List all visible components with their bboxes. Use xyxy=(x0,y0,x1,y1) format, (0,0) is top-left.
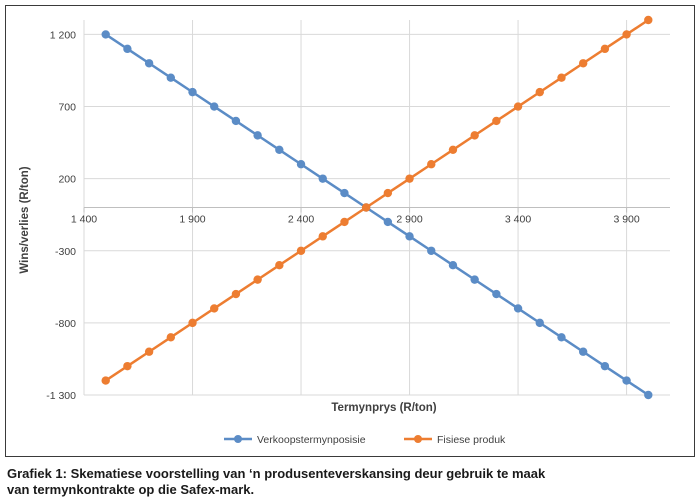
data-point xyxy=(144,347,154,356)
data-point xyxy=(275,145,284,155)
data-point xyxy=(578,59,588,68)
data-point xyxy=(166,73,176,82)
x-tick-label: 1 900 xyxy=(179,214,205,226)
data-point xyxy=(340,217,349,227)
legend-label-series-2: Fisiese produk xyxy=(437,434,506,446)
data-point xyxy=(296,246,306,255)
data-point xyxy=(361,203,371,212)
data-point xyxy=(188,318,197,328)
data-point xyxy=(405,174,414,183)
data-point xyxy=(448,145,458,155)
legend-marker-series-1 xyxy=(234,435,242,443)
legend-item-series-2: Fisiese produk xyxy=(404,434,506,446)
legend-label-series-1: Verkoopstermynposisie xyxy=(257,434,366,446)
data-point xyxy=(622,376,631,385)
data-point xyxy=(427,160,436,169)
data-point xyxy=(253,275,262,284)
data-point xyxy=(644,15,653,25)
data-point xyxy=(210,102,219,111)
data-point xyxy=(470,131,479,140)
legend: Verkoopstermynposisie Fisiese produk xyxy=(224,434,506,446)
x-tick-label: 3 900 xyxy=(613,214,639,226)
legend-marker-series-2 xyxy=(414,435,422,443)
x-tick-label: 2 400 xyxy=(288,214,314,226)
series-1 xyxy=(101,30,653,400)
gridlines xyxy=(83,20,670,396)
x-axis-title: Termynprys (R/ton) xyxy=(331,402,436,414)
data-point xyxy=(383,188,393,198)
data-point xyxy=(470,275,479,284)
series-line xyxy=(105,18,649,382)
data-point xyxy=(622,30,631,39)
line-chart: 1 200 700 200 -300 -800 -1 300 1 400 1 900 2 400… xyxy=(19,15,670,446)
series-2 xyxy=(101,15,653,385)
x-tick-label: 2 900 xyxy=(396,214,422,226)
figure-caption: Grafiek 1: Skematiese voorstelling van ‘… xyxy=(7,466,687,498)
data-point xyxy=(383,217,393,227)
data-point xyxy=(492,116,501,126)
data-point xyxy=(513,304,523,313)
series-line xyxy=(105,33,649,397)
data-point xyxy=(123,44,132,54)
data-point xyxy=(448,260,458,270)
data-point xyxy=(188,87,197,97)
data-point xyxy=(101,30,110,39)
y-tick-label: 200 xyxy=(58,174,76,186)
data-point xyxy=(644,390,653,400)
data-point xyxy=(557,333,566,342)
data-point xyxy=(231,289,241,299)
caption-line-1: Grafiek 1: Skematiese voorstelling van ‘… xyxy=(7,466,546,481)
data-point xyxy=(405,232,414,241)
data-point xyxy=(275,260,284,270)
data-point xyxy=(253,131,262,140)
series-lines xyxy=(101,15,653,400)
y-tick-label: -800 xyxy=(55,318,76,330)
data-point xyxy=(600,361,610,371)
y-tick-label: 700 xyxy=(58,102,76,114)
data-point xyxy=(123,361,132,371)
data-point xyxy=(296,160,306,169)
data-point xyxy=(166,333,176,342)
data-point xyxy=(578,347,588,356)
data-point xyxy=(340,188,349,198)
tick-labels: 1 200 700 200 -300 -800 -1 300 1 400 1 900 2 400… xyxy=(46,29,640,402)
y-tick-label: 1 200 xyxy=(50,29,76,41)
y-tick-label: -300 xyxy=(55,246,76,258)
legend-item-series-1: Verkoopstermynposisie xyxy=(224,434,366,446)
caption-line-2: van termynkontrakte op die Safex-mark. xyxy=(7,482,255,497)
data-point xyxy=(535,87,544,97)
x-tick-label: 3 400 xyxy=(505,214,531,226)
x-tick-label: 1 400 xyxy=(71,214,97,226)
data-point xyxy=(427,246,436,255)
data-point xyxy=(318,174,327,183)
data-point xyxy=(144,59,154,68)
data-point xyxy=(557,73,566,82)
data-point xyxy=(231,116,241,126)
y-axis-title: Wins/verlies (R/ton) xyxy=(19,166,31,273)
axes xyxy=(83,207,670,213)
data-point xyxy=(318,232,327,241)
data-point xyxy=(600,44,610,54)
data-point xyxy=(535,318,544,328)
data-point xyxy=(210,304,219,313)
data-point xyxy=(513,102,523,111)
data-point xyxy=(101,376,110,385)
data-point xyxy=(492,289,501,299)
chart-frame: 1 200 700 200 -300 -800 -1 300 1 400 1 900 2 400… xyxy=(5,5,695,457)
y-tick-label: -1 300 xyxy=(46,390,76,402)
